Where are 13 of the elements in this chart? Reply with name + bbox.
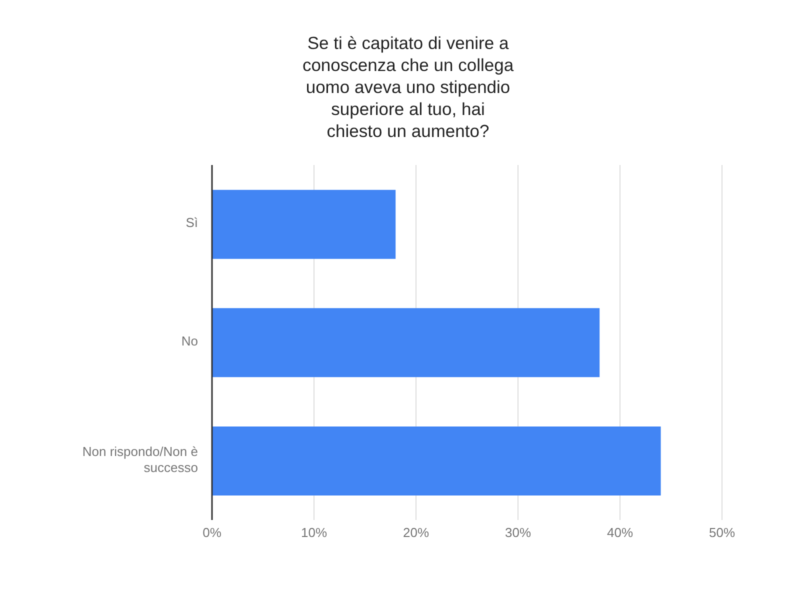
x-tick-label: 50% — [708, 525, 736, 540]
chart-title: Se ti è capitato di venire a conoscenza che un collega uomo aveva uno stipendio superiore al tuo, hai chiesto un aumento? — [301, 32, 514, 142]
y-tick-label: No — [181, 334, 198, 349]
y-tick-label: Sì — [186, 216, 198, 231]
x-tick-label: 40% — [606, 525, 634, 540]
bar — [212, 190, 396, 259]
x-tick-label: 10% — [300, 525, 328, 540]
bar — [212, 426, 661, 496]
x-tick-label: 0% — [202, 525, 222, 540]
y-tick-label: Non rispondo/Non è successo — [82, 444, 198, 476]
bar — [212, 308, 600, 378]
x-tick-label: 30% — [504, 525, 532, 540]
x-tick-label: 20% — [402, 525, 430, 540]
